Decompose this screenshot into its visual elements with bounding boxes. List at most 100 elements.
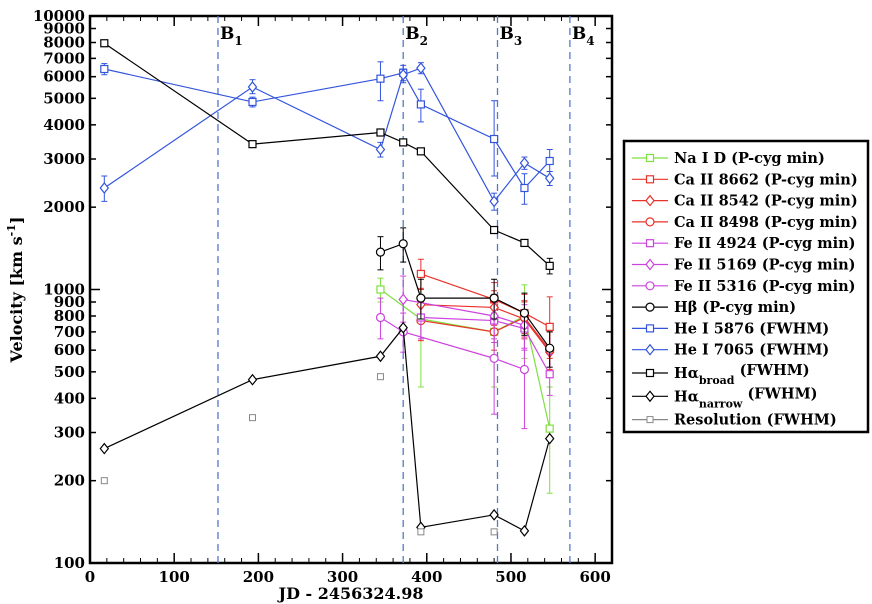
y-tick-label: 700 [54,323,85,341]
band-label-main: B [499,24,513,44]
series-line [420,273,550,328]
plot-frame [88,14,614,565]
data-point [489,293,499,303]
legend-label: Fe II 5169 (P-cyg min) [674,257,855,274]
series-layer [99,39,555,537]
data-point [545,261,554,270]
y-tick-label: 5000 [43,89,85,107]
data-point [645,175,655,184]
legend-entry: Hαbroad (FWHM) [632,362,810,387]
band-label-main: B [572,24,586,44]
data-point [545,424,554,433]
data-point [645,302,655,312]
legend-label: Ca II 8662 (P-cyg min) [674,171,858,188]
legend-label: Resolution (FWHM) [674,412,837,429]
y-tick-label: 2000 [43,198,85,216]
data-point [519,364,530,375]
band-lines: B1 B2 B3 B4 [217,16,595,563]
series-line [103,42,551,267]
data-point [646,416,654,424]
data-point [100,64,109,74]
legend-label-sub: narrow [699,397,743,410]
x-tick-label: 400 [411,568,442,586]
data-point [100,477,108,485]
series-he-i-7065-fwhm [99,62,555,211]
y-tick-label: 6000 [43,68,85,86]
y-tick-label: 800 [54,307,85,325]
data-point [489,195,499,208]
data-point [398,293,408,306]
data-point [520,238,529,248]
legend-label: Hαbroad (FWHM) [674,362,810,387]
series-h-narrow-fwhm [99,321,555,537]
data-point [520,183,529,193]
legend-label: Ca II 8498 (P-cyg min) [674,214,858,231]
data-point [248,97,257,107]
data-point [99,182,110,194]
band-label-sub: 2 [420,34,428,48]
data-point [645,324,655,333]
data-point [545,156,554,166]
band-label: B4 [572,24,595,48]
y-tick-label: 4000 [43,116,85,134]
series-resolution-fwhm [100,373,498,536]
y-tick-label: 300 [54,424,85,442]
legend: Na I D (P-cyg min) Ca II 8662 (P-cyg min)… [622,139,870,434]
y-tick-label: 9000 [43,20,85,38]
legend-entry: Ca II 8498 (P-cyg min) [632,214,858,231]
data-point [489,508,499,521]
y-tick-label: 7000 [43,49,85,67]
data-point [248,140,257,149]
y-tick-label: 3000 [43,150,85,168]
legend-label-main: Hα [674,388,699,405]
legend-entry: Resolution (FWHM) [632,412,837,429]
data-point [645,281,655,291]
legend-label-main: Hα [674,365,699,382]
data-point [376,285,385,294]
legend-label: Fe II 4924 (P-cyg min) [674,235,855,252]
band-label-sub: 3 [514,34,522,48]
x-axis-title: JD - 2456324.98 [277,584,424,603]
y-tick-label: 1000 [43,281,85,299]
data-point [376,74,385,83]
legend-entry: Ca II 8662 (P-cyg min) [632,171,858,188]
legend-box [622,139,870,434]
x-tick-label: 100 [159,568,190,586]
band-label-main: B [220,24,234,44]
series-line [420,304,551,353]
series-line [103,67,551,203]
data-point [417,528,425,536]
y-tick-label: 500 [54,363,85,381]
data-point [100,39,109,48]
legend-label-tail: (FWHM) [742,385,817,402]
series-line [104,68,551,189]
series-line [380,316,525,371]
data-point [519,524,530,537]
y-axis-title-sup: -1 [5,224,18,236]
legend-label: Na I D (P-cyg min) [674,150,825,167]
legend-entry: He I 7065 (FWHM) [632,342,829,359]
data-point [490,134,499,144]
data-point [645,153,655,163]
legend-label-sub: broad [699,374,735,387]
band-label-sub: 1 [234,34,242,48]
y-axis-title-tail: ] [7,217,26,225]
series-fe-ii-5169-p-cyg-min [398,275,530,349]
data-point [545,343,555,353]
legend-entry: Fe II 5316 (P-cyg min) [632,278,855,295]
data-point [99,442,110,455]
legend-label-tail: (FWHM) [735,362,810,379]
legend-entry: Na I D (P-cyg min) [632,150,825,167]
plot-frame-group [88,14,614,565]
data-point [645,343,655,356]
data-point [519,308,530,318]
band-label-main: B [405,24,419,44]
x-tick-label: 500 [495,568,526,586]
data-point [398,68,408,81]
series-line [420,316,551,375]
y-axis-title-main: Velocity [km s [7,236,26,363]
legend-entry: Hαnarrow (FWHM) [632,385,818,410]
data-point [416,62,426,75]
x-tick-label: 0 [85,568,95,586]
